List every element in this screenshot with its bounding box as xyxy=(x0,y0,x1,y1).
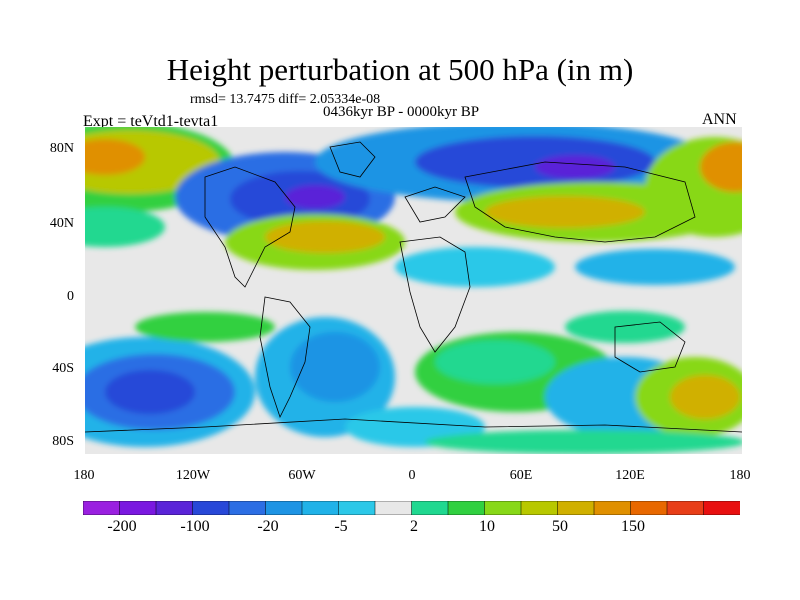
colorbar-swatch-13 xyxy=(557,501,595,515)
europe-coast xyxy=(404,186,466,223)
y-label-80s: 80S xyxy=(52,434,74,449)
colorbar xyxy=(83,501,740,515)
colorbar-swatch-1 xyxy=(119,501,157,515)
x-label-180w: 180 xyxy=(73,468,95,483)
plot-title: Height perturbation at 500 hPa (in m) xyxy=(166,52,634,87)
colorbar-swatch-16 xyxy=(666,501,705,515)
colorbar-label-10: 10 xyxy=(479,518,495,535)
colorbar-label-150: 150 xyxy=(621,518,645,535)
south-america-coast xyxy=(259,296,311,419)
africa-coast xyxy=(399,236,471,353)
colorbar-swatch-10 xyxy=(447,501,486,515)
colorbar-swatch-6 xyxy=(301,501,340,515)
rmsd-stats: rmsd= 13.7475 diff= 2.05334e-08 xyxy=(190,92,381,107)
asia-coast xyxy=(464,161,696,243)
colorbar-swatch-15 xyxy=(630,501,668,515)
colorbar-swatch-2 xyxy=(155,501,194,515)
coastlines xyxy=(85,141,742,433)
x-label-120e: 120E xyxy=(615,468,645,483)
x-label-60e: 60E xyxy=(509,468,533,483)
colorbar-label-neg5: -5 xyxy=(334,518,348,535)
colorbar-swatch-17 xyxy=(703,501,740,515)
colorbar-swatch-4 xyxy=(228,501,267,515)
colorbar-label-neg100: -100 xyxy=(180,518,210,535)
x-label-120w: 120W xyxy=(175,468,211,483)
australia-coast xyxy=(614,321,686,373)
colorbar-label-50: 50 xyxy=(552,518,568,535)
colorbar-label-2: 2 xyxy=(410,518,418,535)
colorbar-swatch-5 xyxy=(265,501,303,515)
season-label: ANN xyxy=(702,111,737,128)
y-label-40s: 40S xyxy=(52,361,74,376)
colorbar-swatch-11 xyxy=(484,501,522,515)
map-canvas xyxy=(85,127,742,454)
x-label-60w: 60W xyxy=(288,468,316,483)
x-label-0: 0 xyxy=(408,468,416,483)
colorbar-swatch-14 xyxy=(593,501,632,515)
colorbar-label-neg200: -200 xyxy=(107,518,137,535)
x-label-180e: 180 xyxy=(729,468,751,483)
colorbar-swatch-0 xyxy=(83,501,121,515)
colorbar-swatch-7 xyxy=(338,501,376,515)
experiment-label: Expt = teVtd1-tevta1 xyxy=(83,113,219,130)
contour-fields xyxy=(85,127,742,454)
colorbar-swatch-3 xyxy=(192,501,230,515)
colorbar-swatch-8 xyxy=(374,501,413,515)
y-label-0: 0 xyxy=(67,289,74,304)
contour-map xyxy=(85,127,742,454)
north-america-coast xyxy=(204,166,296,288)
time-period: 0436kyr BP - 0000kyr BP xyxy=(323,104,480,120)
colorbar-swatch-12 xyxy=(520,501,559,515)
antarctica-coast xyxy=(85,418,742,433)
y-label-40n: 40N xyxy=(49,216,74,231)
colorbar-label-neg20: -20 xyxy=(257,518,279,535)
colorbar-swatch-9 xyxy=(411,501,449,515)
greenland-coast xyxy=(329,141,376,178)
y-label-80n: 80N xyxy=(49,141,74,156)
